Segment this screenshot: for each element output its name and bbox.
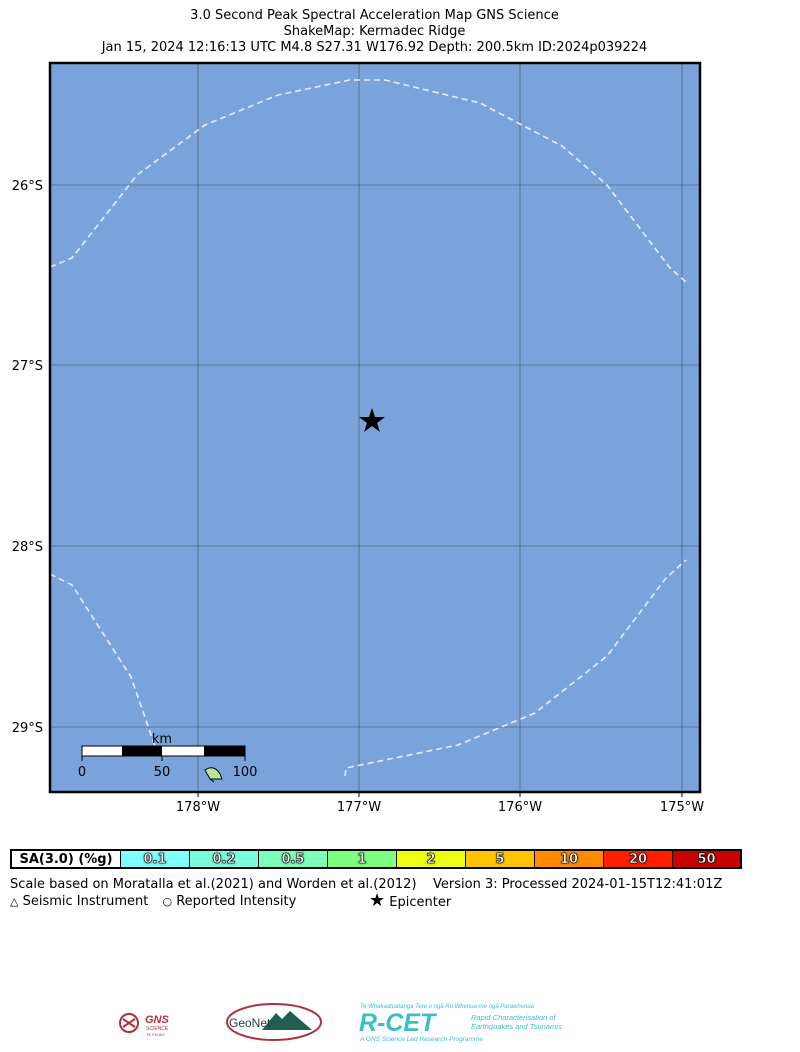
lon-label-178: 178°W bbox=[176, 800, 220, 815]
epicenter-key: ★ Epicenter bbox=[369, 890, 452, 911]
scale-note: Scale based on Moratalla et al.(2021) an… bbox=[10, 877, 417, 892]
seismic-instrument-label: Seismic Instrument bbox=[22, 894, 149, 909]
legend-cell-8: 50 bbox=[672, 851, 740, 867]
boundary-north bbox=[49, 79, 687, 283]
rcet-logo-text: R-CET bbox=[359, 1009, 438, 1037]
title-line-3: Jan 15, 2024 12:16:13 UTC M4.8 S27.31 W1… bbox=[101, 40, 648, 55]
gns-logo-tagline: TE PŪ AO bbox=[146, 1032, 164, 1037]
gns-logo-text: GNS bbox=[145, 1014, 170, 1026]
scale-bar-unit: km bbox=[152, 732, 172, 747]
legend-cell-0: 0.1 bbox=[120, 851, 189, 867]
version-note: Version 3: Processed 2024-01-15T12:41:01… bbox=[433, 877, 723, 892]
geonet-logo-text: GeoNet bbox=[229, 1016, 271, 1030]
boundary-southeast bbox=[344, 559, 687, 777]
lon-label-176: 176°W bbox=[498, 800, 542, 815]
distance-boundary bbox=[49, 79, 687, 777]
legend-cell-7: 20 bbox=[603, 851, 672, 867]
title-line-1: 3.0 Second Peak Spectral Acceleration Ma… bbox=[190, 8, 559, 23]
map-frame bbox=[48, 61, 702, 794]
triangle-icon: △ bbox=[10, 895, 19, 908]
rcet-desc-2: Earthquakes and Tsunamis bbox=[471, 1022, 562, 1031]
lon-label-175: 175°W bbox=[660, 800, 704, 815]
rcet-logo[interactable]: Te Whakaatuatanga Tere o ngā Rū Whenua m… bbox=[358, 1001, 580, 1045]
epicenter-star-icon[interactable] bbox=[359, 408, 385, 432]
legend-cell-2: 0.5 bbox=[258, 851, 327, 867]
scale-tick-50: 50 bbox=[154, 765, 171, 780]
gns-logo[interactable]: GNS SCIENCE TE PŪ AO bbox=[118, 1008, 182, 1038]
reported-intensity-label: Reported Intensity bbox=[176, 894, 297, 909]
graticule bbox=[50, 63, 700, 792]
title-line-2: ShakeMap: Kermadec Ridge bbox=[283, 24, 466, 39]
lat-label-28: 28°S bbox=[12, 540, 43, 555]
shakemap-panel[interactable]: 26°S 27°S 28°S 29°S 178°W 177°W 176°W 17… bbox=[0, 0, 800, 830]
legend-cell-5: 5 bbox=[465, 851, 534, 867]
star-icon: ★ bbox=[369, 890, 386, 911]
legend-cell-3: 1 bbox=[327, 851, 396, 867]
compass-icon bbox=[204, 767, 223, 783]
legend-cell-4: 2 bbox=[396, 851, 465, 867]
gns-logo-sub: SCIENCE bbox=[146, 1026, 169, 1032]
scale-tick-100: 100 bbox=[233, 765, 258, 780]
map-title: 3.0 Second Peak Spectral Acceleration Ma… bbox=[0, 8, 749, 56]
intensity-legend: SA(3.0) (%g) 0.1 0.2 0.5 1 2 5 10 20 50 bbox=[10, 849, 742, 869]
rcet-footer: A GNS Science Led Research Programme bbox=[359, 1036, 483, 1043]
symbol-key: △ Seismic Instrument ○ Reported Intensit… bbox=[10, 894, 296, 909]
lat-label-26: 26°S bbox=[12, 179, 43, 194]
lat-label-27: 27°S bbox=[12, 359, 43, 374]
legend-label: SA(3.0) (%g) bbox=[12, 851, 120, 867]
lon-label-177: 177°W bbox=[337, 800, 381, 815]
lat-label-29: 29°S bbox=[12, 721, 43, 736]
geonet-logo[interactable]: GeoNet bbox=[224, 1001, 324, 1043]
rcet-desc-1: Rapid Characterisation of bbox=[471, 1013, 557, 1022]
scale-bar: km 0 50 100 bbox=[78, 732, 258, 783]
scale-note-line: Scale based on Moratalla et al.(2021) an… bbox=[10, 877, 722, 892]
legend-cell-6: 10 bbox=[534, 851, 603, 867]
rcet-tagline: Te Whakaatuatanga Tere o ngā Rū Whenua m… bbox=[360, 1004, 535, 1010]
lon-labels: 178°W 177°W 176°W 175°W bbox=[176, 792, 704, 815]
circle-icon: ○ bbox=[162, 895, 173, 908]
legend-cell-1: 0.2 bbox=[189, 851, 258, 867]
lat-labels: 26°S 27°S 28°S 29°S bbox=[12, 179, 43, 736]
scale-tick-0: 0 bbox=[78, 765, 86, 780]
epicenter-label: Epicenter bbox=[389, 895, 452, 910]
boundary-southwest bbox=[49, 573, 159, 756]
